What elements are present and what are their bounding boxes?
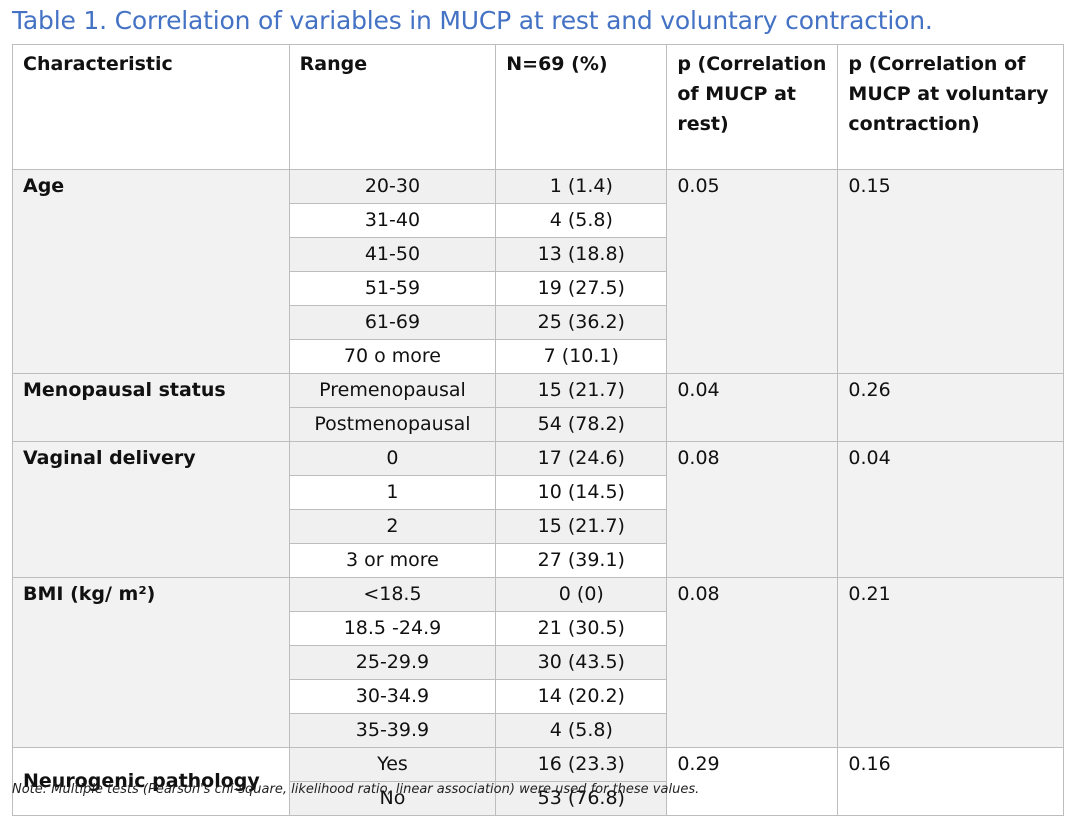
range-cell: Premenopausal xyxy=(288,373,497,408)
characteristic-age: Age xyxy=(12,169,290,374)
range-cell: 18.5 -24.9 xyxy=(288,611,497,646)
table-row: 61-69 25 (36.2) xyxy=(13,305,1064,340)
range-cell: 3 or more xyxy=(288,543,497,578)
n-cell: 1 (1.4) xyxy=(495,169,668,204)
characteristic-menopausal-label: Menopausal status xyxy=(23,379,226,401)
table-row: 30-34.9 14 (20.2) xyxy=(13,679,1064,714)
range-cell: 2 xyxy=(288,509,497,544)
characteristic-vaginal: Vaginal delivery xyxy=(12,441,290,578)
n-cell: 0 (0) xyxy=(495,577,668,612)
range-cell: Postmenopausal xyxy=(288,407,497,442)
p-rest-age: 0.05 xyxy=(666,169,839,374)
range-cell: No xyxy=(288,781,497,816)
correlation-table: Characteristic Range N=69 (%) p (Correla… xyxy=(12,44,1064,816)
table-row: 18.5 -24.9 21 (30.5) xyxy=(13,611,1064,646)
table-caption: Table 1. Correlation of variables in MUC… xyxy=(12,6,933,35)
n-cell: 15 (21.7) xyxy=(495,373,668,408)
p-voluntary-neuro: 0.16 xyxy=(837,747,1064,816)
n-cell: 4 (5.8) xyxy=(495,203,668,238)
range-cell: 61-69 xyxy=(288,305,497,340)
table-row: Vaginal delivery 0 17 (24.6) 0.08 0.04 xyxy=(12,441,1064,578)
n-cell: 54 (78.2) xyxy=(495,407,668,442)
range-cell: 0 xyxy=(288,441,497,476)
range-cell: Yes xyxy=(288,747,497,782)
n-cell: 13 (18.8) xyxy=(495,237,668,272)
n-cell: 19 (27.5) xyxy=(495,271,668,306)
table-row: 25-29.9 30 (43.5) xyxy=(13,645,1064,680)
n-cell: 7 (10.1) xyxy=(495,339,668,374)
table-row: Postmenopausal 54 (78.2) xyxy=(13,407,1064,442)
header-p-voluntary: p (Correlation of MUCP at voluntary cont… xyxy=(837,44,1064,170)
n-cell: 30 (43.5) xyxy=(495,645,668,680)
n-cell: 53 (76.8) xyxy=(495,781,668,816)
range-cell: 25-29.9 xyxy=(288,645,497,680)
p-voluntary-vaginal: 0.04 xyxy=(837,441,1064,578)
characteristic-menopausal: Menopausal status xyxy=(12,373,290,442)
table-row: 70 o more 7 (10.1) xyxy=(13,339,1064,374)
header-characteristic: Characteristic xyxy=(12,44,290,170)
p-voluntary-age: 0.15 xyxy=(837,169,1064,374)
table-row: 31-40 4 (5.8) xyxy=(13,203,1064,238)
table-note: Note: Multiple tests (Pearson's chi-squa… xyxy=(12,782,700,797)
p-voluntary-bmi: 0.21 xyxy=(837,577,1064,748)
range-cell: 31-40 xyxy=(288,203,497,238)
characteristic-bmi: BMI (kg/ m²) xyxy=(12,577,290,748)
table-row: Menopausal status Premenopausal 15 (21.7… xyxy=(12,373,1064,442)
range-cell: 51-59 xyxy=(288,271,497,306)
range-cell: 30-34.9 xyxy=(288,679,497,714)
n-cell: 25 (36.2) xyxy=(495,305,668,340)
range-cell: 41-50 xyxy=(288,237,497,272)
n-cell: 17 (24.6) xyxy=(495,441,668,476)
n-cell: 27 (39.1) xyxy=(495,543,668,578)
range-cell: 20-30 xyxy=(288,169,497,204)
range-cell: 70 o more xyxy=(288,339,497,374)
table-row: BMI (kg/ m²) <18.5 0 (0) 0.08 0.21 xyxy=(12,577,1064,748)
range-cell: <18.5 xyxy=(288,577,497,612)
n-cell: 4 (5.8) xyxy=(495,713,668,748)
table-row: No 53 (76.8) xyxy=(13,781,1064,816)
p-rest-bmi: 0.08 xyxy=(666,577,839,748)
range-cell: 1 xyxy=(288,475,497,510)
characteristic-neuro: Neurogenic pathology xyxy=(12,747,290,816)
table-row: 2 15 (21.7) xyxy=(13,509,1064,544)
table-row: Age 20-30 1 (1.4) 0.05 0.15 xyxy=(12,169,1064,374)
n-cell: 15 (21.7) xyxy=(495,509,668,544)
p-voluntary-menopausal: 0.26 xyxy=(837,373,1064,442)
header-range: Range xyxy=(288,44,497,170)
table-row: 1 10 (14.5) xyxy=(13,475,1064,510)
n-cell: 10 (14.5) xyxy=(495,475,668,510)
p-rest-neuro: 0.29 xyxy=(666,747,839,816)
table-row: 35-39.9 4 (5.8) xyxy=(13,713,1064,748)
table-row: Neurogenic pathology Yes 16 (23.3) 0.29 … xyxy=(12,747,1064,816)
range-cell: 35-39.9 xyxy=(288,713,497,748)
n-cell: 14 (20.2) xyxy=(495,679,668,714)
header-p-rest: p (Correlation of MUCP at rest) xyxy=(666,44,839,170)
header-n: N=69 (%) xyxy=(495,44,668,170)
n-cell: 16 (23.3) xyxy=(495,747,668,782)
n-cell: 21 (30.5) xyxy=(495,611,668,646)
p-rest-vaginal: 0.08 xyxy=(666,441,839,578)
p-rest-menopausal: 0.04 xyxy=(666,373,839,442)
table-header-row: Characteristic Range N=69 (%) p (Correla… xyxy=(12,44,1064,170)
table-row: 51-59 19 (27.5) xyxy=(13,271,1064,306)
